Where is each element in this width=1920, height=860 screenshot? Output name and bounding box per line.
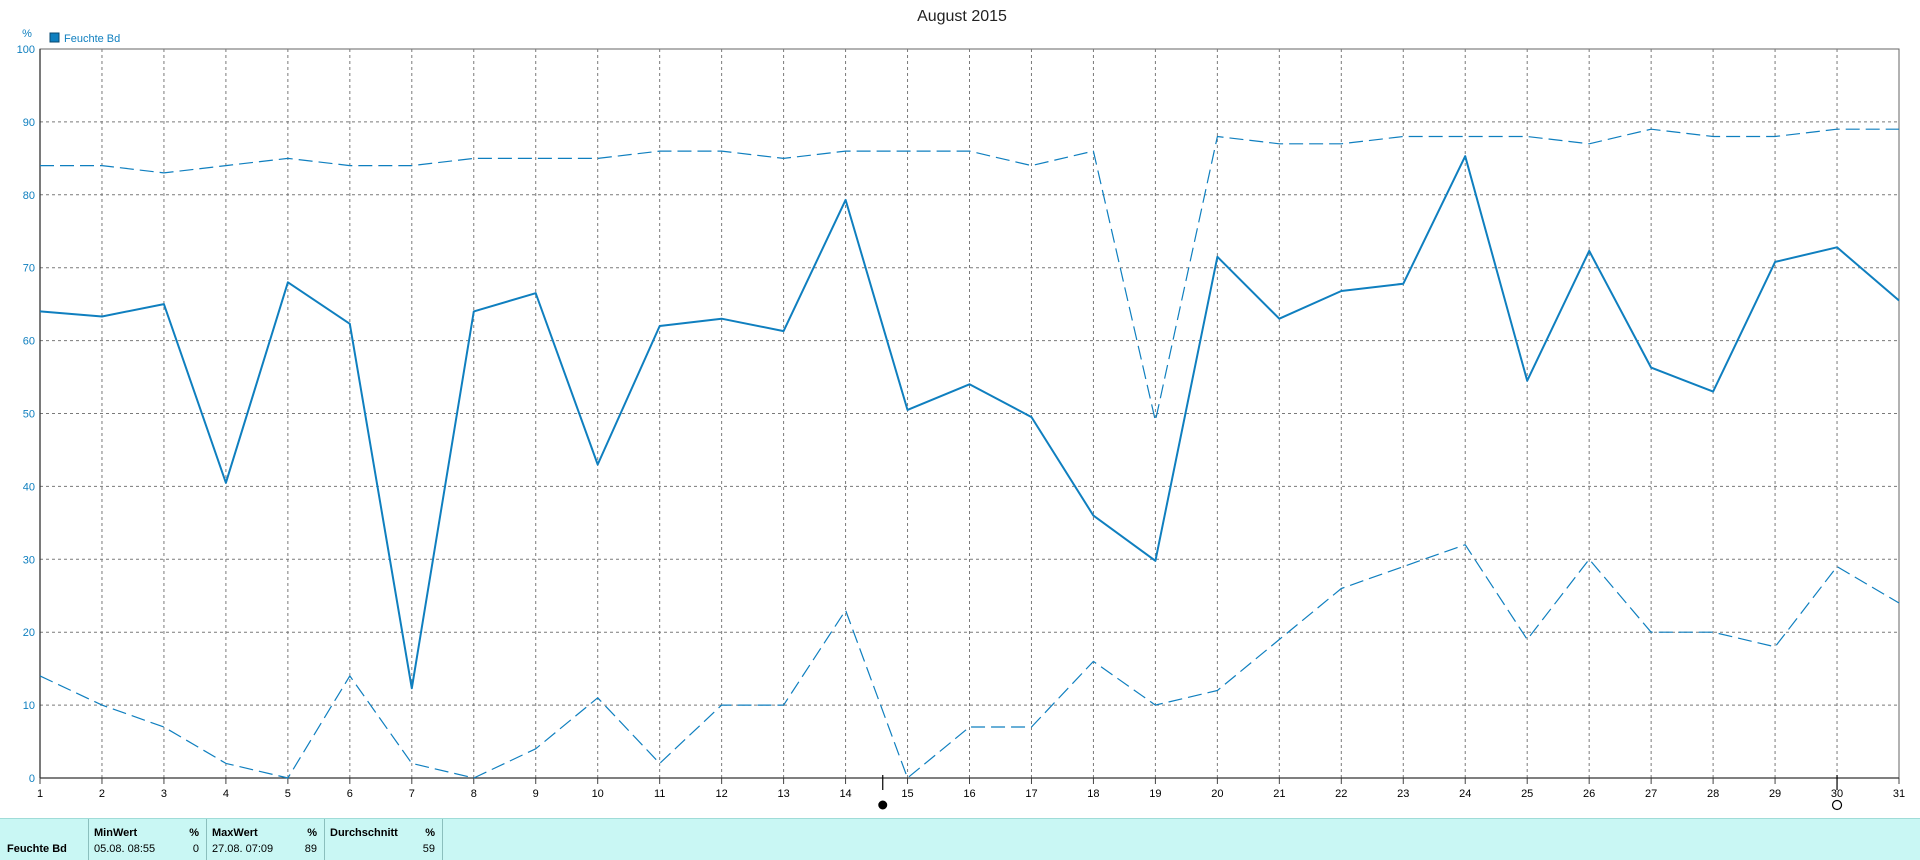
y-tick-label: 20 [23, 627, 35, 639]
x-tick-label: 18 [1087, 788, 1099, 800]
y-tick-label: 50 [23, 409, 35, 421]
stats-min-unit: % [189, 827, 199, 839]
x-tick-label: 13 [777, 788, 789, 800]
statistics-bar: Feuchte Bd MinWert % 05.08. 08:55 0 MaxW… [0, 818, 1920, 860]
stats-min-group: MinWert % 05.08. 08:55 0 [88, 819, 206, 860]
series-line-dashed-max [40, 128, 1899, 422]
legend-label: Feuchte Bd [64, 33, 120, 45]
stats-min-value: 0 [192, 843, 199, 855]
stats-series-label: Feuchte Bd [7, 843, 67, 855]
y-tick-label: 0 [29, 773, 35, 785]
x-tick-label: 28 [1707, 788, 1719, 800]
x-tick-label: 26 [1583, 788, 1595, 800]
x-tick-label: 7 [409, 788, 415, 800]
x-tick-label: 5 [285, 788, 291, 800]
x-tick-label: 3 [161, 788, 167, 800]
x-tick-label: 9 [533, 788, 539, 800]
x-tick-label: 1 [37, 788, 43, 800]
legend: Feuchte Bd [49, 32, 120, 45]
x-tick-label: 31 [1893, 788, 1905, 800]
y-tick-label: 30 [23, 554, 35, 566]
y-tick-label: 60 [23, 336, 35, 348]
marker-open-circle [1831, 799, 1843, 811]
x-tick-label: 22 [1335, 788, 1347, 800]
y-tick-label: 90 [23, 117, 35, 129]
stats-avg-unit: % [425, 827, 435, 839]
x-axis-markers [878, 775, 1843, 811]
x-tick-label: 16 [963, 788, 975, 800]
x-tick-label: 27 [1645, 788, 1657, 800]
stats-avg-value: 59 [422, 843, 435, 855]
stats-max-header: MaxWert [212, 827, 258, 839]
y-tick-label: 80 [23, 190, 35, 202]
series-line-solid [39, 155, 1900, 690]
stats-min-header: MinWert [94, 827, 138, 839]
x-tick-label: 8 [471, 788, 477, 800]
chart-title: August 2015 [917, 8, 1007, 25]
x-tick-label: 20 [1211, 788, 1223, 800]
x-tick-label: 4 [223, 788, 229, 800]
legend-swatch [49, 32, 60, 43]
x-tick-label: 17 [1025, 788, 1037, 800]
y-tick-label: 70 [23, 263, 35, 275]
y-tick-label: 40 [23, 481, 35, 493]
x-tick-label: 11 [654, 788, 665, 800]
stats-max-value: 89 [304, 843, 317, 855]
grid [39, 48, 1900, 779]
stats-min-time: 05.08. 08:55 [94, 843, 156, 855]
stats-avg-group: Durchschnitt % 59 [324, 819, 443, 860]
x-tick-label: 2 [99, 788, 105, 800]
x-tick-label: 6 [347, 788, 353, 800]
x-tick-label: 21 [1273, 788, 1285, 800]
series-lines [39, 128, 1900, 779]
stats-max-unit: % [307, 827, 317, 839]
x-tick-label: 19 [1149, 788, 1161, 800]
series-line-dashed-min [39, 544, 1900, 779]
y-tick-label: 100 [17, 44, 35, 56]
marker-filled-circle [878, 800, 888, 810]
x-tick-label: 25 [1521, 788, 1533, 800]
stats-max-group: MaxWert % 27.08. 07:09 89 [206, 819, 324, 860]
x-tick-label: 10 [592, 788, 604, 800]
x-tick-label: 30 [1831, 788, 1843, 800]
x-tick-label: 15 [901, 788, 913, 800]
y-axis-unit-label: % [22, 28, 32, 40]
x-tick-label: 29 [1769, 788, 1781, 800]
x-tick-label: 23 [1397, 788, 1409, 800]
x-tick-label: 14 [839, 788, 851, 800]
x-tick-label: 12 [716, 788, 728, 800]
x-tick-label: 24 [1459, 788, 1471, 800]
stats-max-time: 27.08. 07:09 [212, 843, 274, 855]
y-tick-label: 10 [23, 700, 35, 712]
stats-avg-header: Durchschnitt [330, 827, 398, 839]
